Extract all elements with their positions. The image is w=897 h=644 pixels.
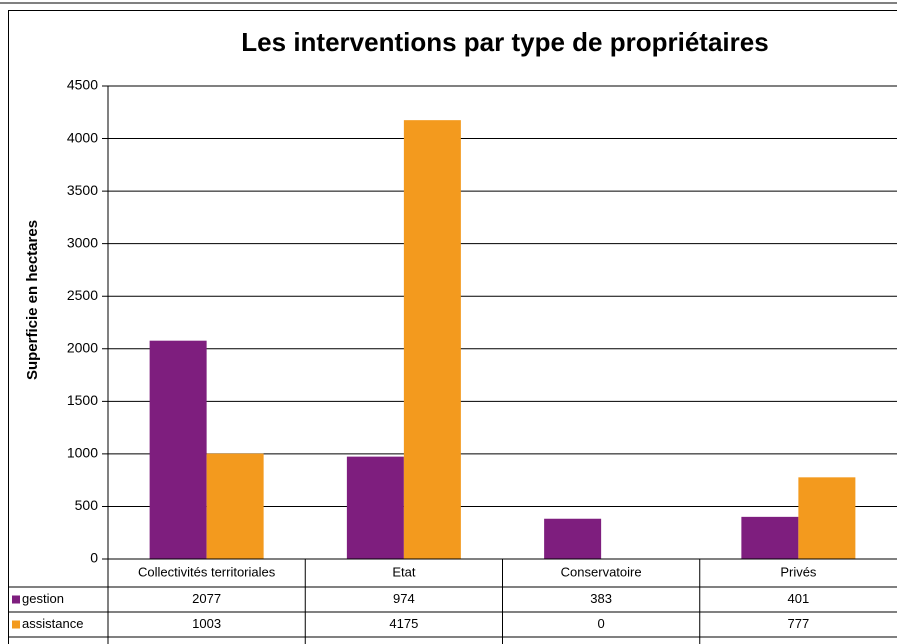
bar: [149, 340, 207, 559]
table-value: 974: [393, 591, 415, 606]
bar: [798, 477, 856, 559]
y-tick-label: 4500: [67, 77, 98, 93]
bar: [206, 453, 264, 559]
table-value: 383: [590, 591, 612, 606]
bar: [544, 518, 602, 559]
x-tick-label: Etat: [392, 564, 416, 579]
legend-label: gestion: [22, 591, 64, 606]
bar: [741, 516, 799, 559]
x-tick-label: Privés: [780, 564, 817, 579]
table-value: 1003: [192, 616, 221, 631]
y-tick-label: 4000: [67, 129, 98, 145]
y-tick-label: 3000: [67, 234, 98, 250]
bar: [346, 456, 404, 559]
legend-swatch: [12, 620, 20, 629]
table-value: 401: [788, 591, 810, 606]
y-tick-label: 1000: [67, 445, 98, 461]
y-tick-label: 2000: [67, 339, 98, 355]
x-tick-label: Collectivités territoriales: [138, 564, 276, 579]
table-value: 2077: [192, 591, 221, 606]
bar: [403, 120, 461, 560]
table-value: 777: [788, 616, 810, 631]
y-axis-title: Superficie en hectares: [24, 220, 41, 380]
legend-label: assistance: [22, 616, 83, 631]
table-value: 4175: [389, 616, 418, 631]
frame: [8, 10, 897, 644]
y-tick-label: 500: [75, 497, 99, 513]
x-tick-label: Conservatoire: [561, 564, 642, 579]
y-tick-label: 0: [90, 550, 98, 566]
y-tick-label: 3500: [67, 182, 98, 198]
table-value: 0: [598, 616, 605, 631]
chart-title: Les interventions par type de propriétai…: [241, 27, 768, 57]
legend-swatch: [12, 595, 20, 604]
y-tick-label: 2500: [67, 287, 98, 303]
y-tick-label: 1500: [67, 392, 98, 408]
